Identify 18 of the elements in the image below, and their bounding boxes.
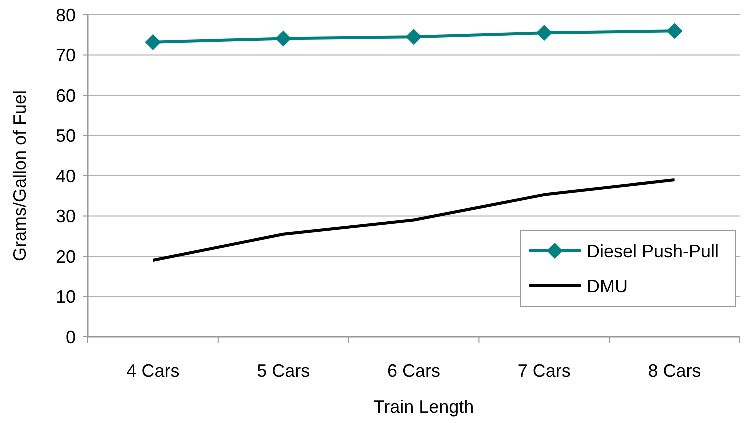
y-tick-label: 0 bbox=[66, 327, 76, 348]
legend-label: DMU bbox=[587, 276, 628, 296]
y-tick-label: 40 bbox=[56, 166, 76, 186]
y-tick-label: 60 bbox=[56, 86, 76, 106]
legend-label: Diesel Push-Pull bbox=[587, 241, 720, 262]
y-tick-label: 30 bbox=[56, 206, 76, 227]
y-tick-label: 70 bbox=[56, 46, 76, 66]
y-tick-label: 10 bbox=[56, 287, 76, 308]
y-tick-label: 80 bbox=[56, 5, 76, 26]
x-tick-label: 8 Cars bbox=[648, 361, 702, 381]
x-tick-label: 7 Cars bbox=[518, 361, 571, 381]
y-tick-label: 50 bbox=[56, 126, 76, 146]
x-axis-title: Train Length bbox=[374, 397, 474, 417]
y-tick-label: 20 bbox=[56, 246, 76, 267]
x-tick-label: 6 Cars bbox=[387, 361, 441, 381]
x-tick-label: 4 Cars bbox=[126, 361, 180, 381]
y-axis-title: Grams/Gallon of Fuel bbox=[10, 90, 30, 262]
x-tick-label: 5 Cars bbox=[257, 361, 310, 381]
